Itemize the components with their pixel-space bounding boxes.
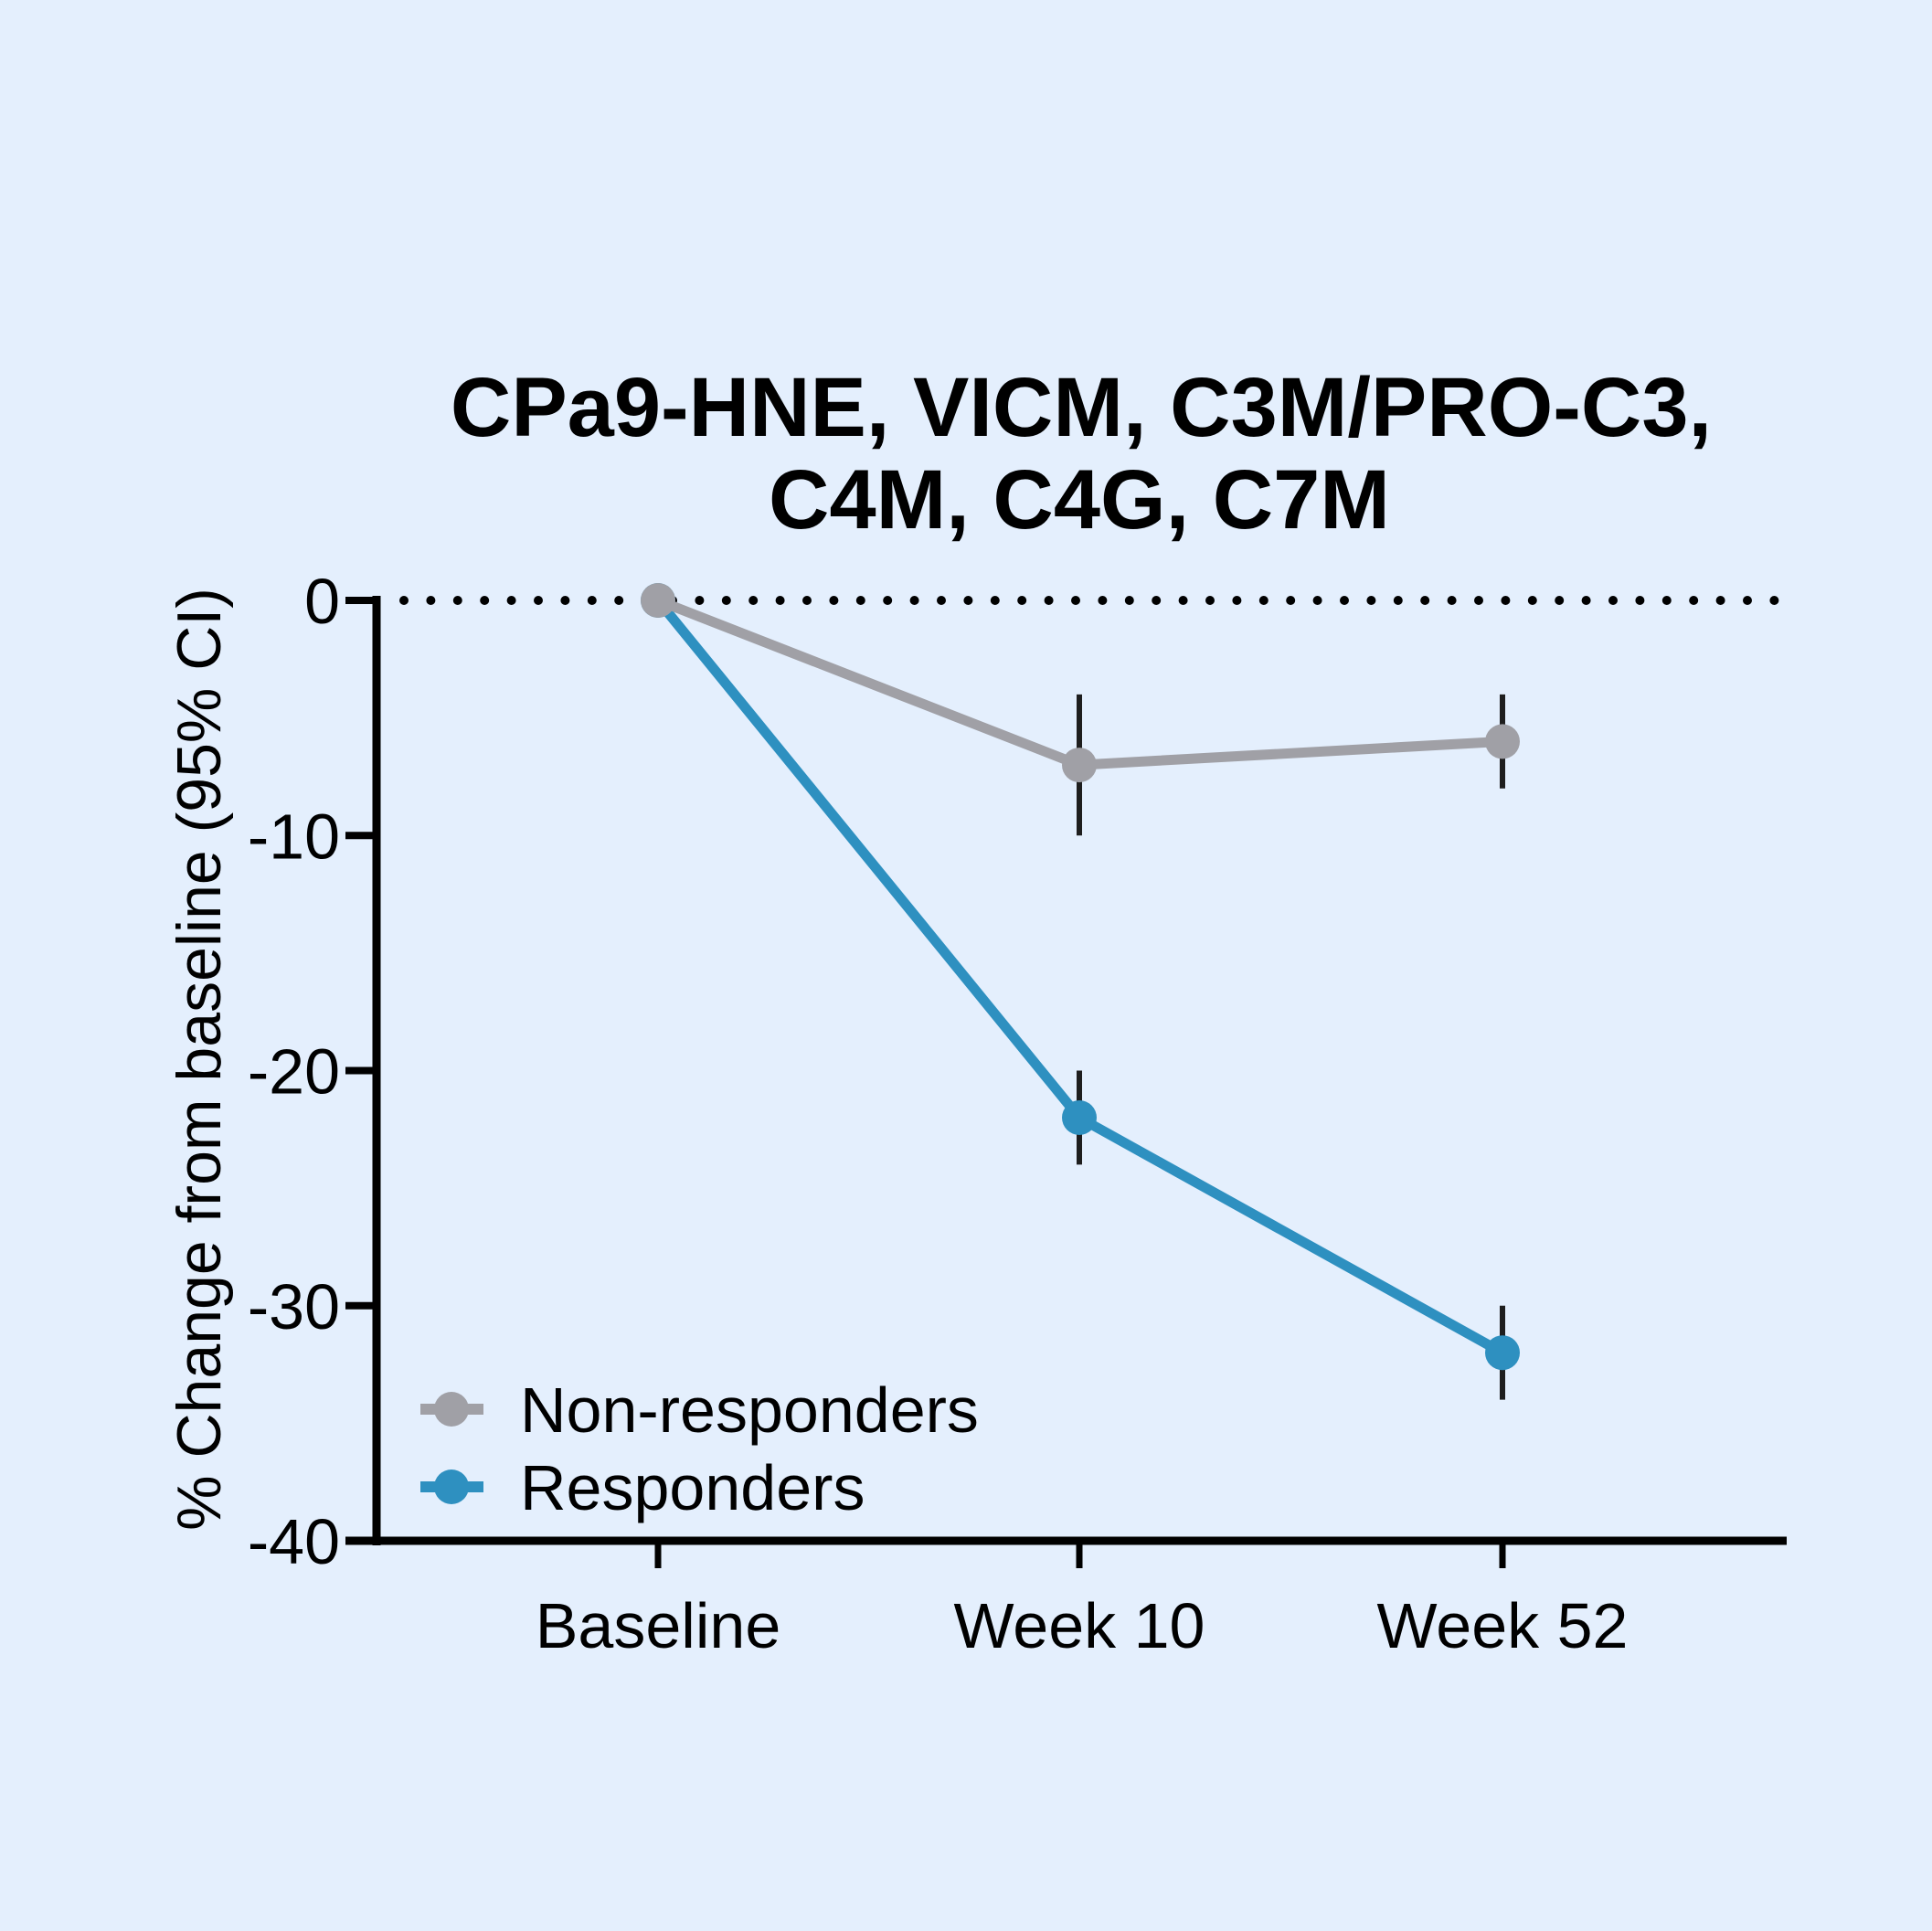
reference-dot <box>802 596 812 605</box>
legend-label-non-responders: Non-responders <box>520 1374 979 1446</box>
reference-dot <box>937 596 946 605</box>
reference-dot <box>426 596 436 605</box>
reference-dot <box>534 596 543 605</box>
reference-dot <box>1393 596 1403 605</box>
reference-dot <box>1608 596 1618 605</box>
reference-dot <box>452 596 462 605</box>
reference-dot <box>1044 596 1054 605</box>
reference-dot <box>1258 596 1269 605</box>
y-tick-label: -10 <box>248 801 340 872</box>
y-tick-label: -30 <box>248 1271 340 1342</box>
reference-dot <box>1555 596 1565 605</box>
reference-dot <box>721 596 731 605</box>
data-point-responders <box>1485 1335 1520 1371</box>
y-tick-label: -20 <box>248 1036 340 1108</box>
y-tick-label: -40 <box>248 1506 340 1577</box>
y-axis: 0 -10 -20 -30 -40 <box>248 566 381 1577</box>
x-tick-label: Baseline <box>536 1590 781 1661</box>
reference-dot <box>775 596 785 605</box>
reference-dot <box>614 596 624 605</box>
x-axis: Baseline Week 10 Week 52 <box>345 1536 1787 1661</box>
legend: Non-responders Responders <box>420 1374 979 1523</box>
reference-dot <box>1715 596 1725 605</box>
legend-item-responders: Responders <box>420 1452 865 1523</box>
reference-dot <box>883 596 893 605</box>
reference-dot <box>1232 596 1242 605</box>
reference-dot <box>1178 596 1188 605</box>
legend-label-responders: Responders <box>520 1452 865 1523</box>
reference-dot <box>855 596 865 605</box>
x-tick-label: Week 52 <box>1377 1590 1629 1661</box>
reference-dot <box>1501 596 1511 605</box>
reference-dot <box>1769 596 1779 605</box>
title-line-2: C4M, C4G, C7M <box>769 453 1390 546</box>
y-tick-label: 0 <box>304 566 340 637</box>
reference-dot <box>1689 596 1699 605</box>
series-layer <box>641 583 1520 1400</box>
reference-dot <box>1205 596 1215 605</box>
chart-title: CPa9-HNE, VICM, C3M/PRO-C3, C4M, C4G, C7… <box>451 361 1712 546</box>
reference-dot <box>1098 596 1108 605</box>
reference-dot <box>1340 596 1349 605</box>
reference-dot <box>587 596 597 605</box>
reference-dot <box>829 596 839 605</box>
reference-dot <box>399 596 409 605</box>
reference-dot <box>990 596 1000 605</box>
reference-dot <box>1420 596 1430 605</box>
data-point-non-responders <box>641 583 675 618</box>
reference-dot <box>695 596 705 605</box>
reference-dot <box>963 596 973 605</box>
zero-reference-line <box>399 596 1779 605</box>
reference-dot <box>1071 596 1080 605</box>
reference-dot <box>1527 596 1537 605</box>
reference-dot <box>1581 596 1591 605</box>
legend-marker-responders <box>434 1469 469 1504</box>
reference-dot <box>1447 596 1457 605</box>
reference-dot <box>560 596 570 605</box>
reference-dot <box>1152 596 1162 605</box>
reference-dot <box>1635 596 1645 605</box>
data-point-non-responders <box>1485 724 1520 759</box>
data-point-non-responders <box>1062 748 1097 783</box>
reference-dot <box>1474 596 1483 605</box>
title-line-1: CPa9-HNE, VICM, C3M/PRO-C3, <box>451 361 1712 454</box>
legend-item-non-responders: Non-responders <box>420 1374 979 1446</box>
x-tick-label: Week 10 <box>954 1590 1205 1661</box>
legend-marker-non-responders <box>434 1392 469 1427</box>
reference-dot <box>748 596 759 605</box>
reference-dot <box>1366 596 1376 605</box>
data-point-responders <box>1062 1100 1097 1135</box>
reference-dot <box>1017 596 1027 605</box>
y-axis-label: % Change from baseline (95% CI) <box>165 588 234 1531</box>
reference-dot <box>1286 596 1296 605</box>
reference-dot <box>506 596 516 605</box>
reference-dot <box>1312 596 1322 605</box>
reference-dot <box>909 596 919 605</box>
reference-dot <box>480 596 490 605</box>
reference-dot <box>1743 596 1752 605</box>
reference-dot <box>1661 596 1672 605</box>
series-non-responders <box>641 583 1520 836</box>
reference-dot <box>1124 596 1134 605</box>
